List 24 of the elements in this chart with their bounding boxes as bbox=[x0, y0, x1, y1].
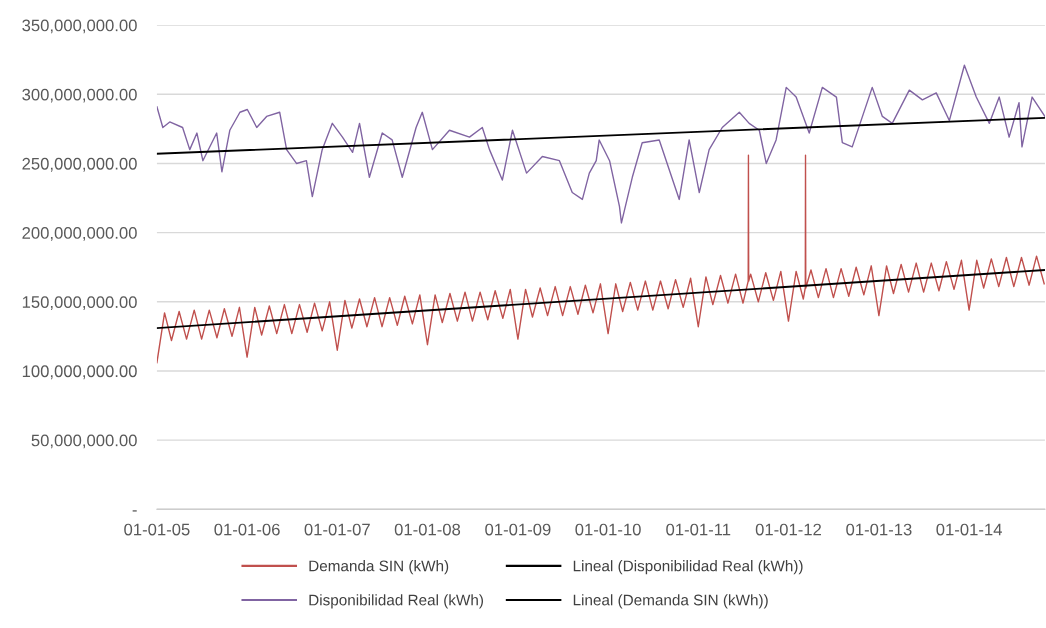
x-tick-label: 01-01-14 bbox=[936, 523, 1002, 536]
y-tick-label: 250,000,000.00 bbox=[22, 157, 137, 172]
legend-label: Lineal (Demanda SIN (kWh)) bbox=[573, 594, 768, 609]
x-tick-label: 01-01-07 bbox=[304, 523, 370, 536]
x-tick-label: 01-01-08 bbox=[394, 523, 461, 536]
y-tick-label: 150,000,000.00 bbox=[22, 296, 137, 310]
x-tick-label: 01-01-12 bbox=[755, 523, 821, 536]
y-tick-label: 350,000,000.00 bbox=[22, 19, 137, 34]
line-series bbox=[156, 64, 1045, 224]
y-tick-label: 300,000,000.00 bbox=[22, 88, 137, 103]
x-tick-label: 01-01-05 bbox=[124, 523, 190, 536]
y-tick-label: 200,000,000.00 bbox=[22, 227, 137, 241]
legend-label: Disponibilidad Real (kWh) bbox=[309, 594, 484, 609]
x-tick-label: 01-01-11 bbox=[666, 523, 731, 536]
x-tick-label: 01-01-13 bbox=[846, 523, 912, 536]
legend-label: Demanda SIN (kWh) bbox=[309, 560, 449, 575]
x-tick-label: 01-01-06 bbox=[214, 523, 280, 536]
y-tick-label: 100,000,000.00 bbox=[22, 365, 137, 380]
x-tick-label: 01-01-10 bbox=[575, 523, 641, 536]
y-tick-label: - bbox=[132, 510, 137, 512]
x-tick-label: 01-01-09 bbox=[485, 523, 551, 536]
legend-label: Lineal (Disponibilidad Real (kWh)) bbox=[573, 560, 803, 575]
y-tick-label: 50,000,000.00 bbox=[31, 434, 137, 449]
line-series bbox=[156, 154, 1045, 364]
